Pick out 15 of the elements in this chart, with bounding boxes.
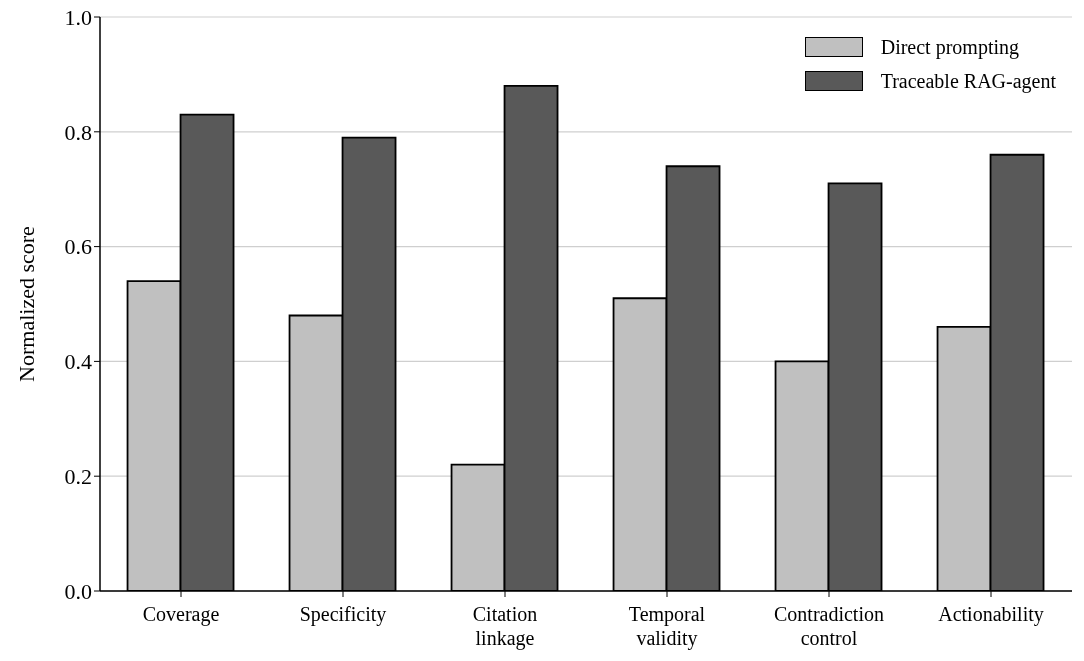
y-tick-label: 0.4 bbox=[64, 349, 92, 375]
y-axis-title: Normalized score bbox=[13, 226, 39, 382]
x-tick-label: Contradiction control bbox=[774, 603, 884, 649]
x-tick-label: Actionability bbox=[938, 603, 1044, 626]
x-tick-label: Specificity bbox=[299, 603, 387, 626]
y-tick-label: 1.0 bbox=[64, 4, 92, 30]
y-tick-label: 0.2 bbox=[64, 464, 92, 490]
y-tick-label: 0.0 bbox=[64, 578, 92, 604]
legend-label: Traceable RAG-agent bbox=[880, 69, 1056, 95]
x-tick-label: Temporal validity bbox=[628, 603, 706, 650]
x-tick-label: Coverage bbox=[142, 603, 220, 626]
y-tick-label: 0.8 bbox=[64, 119, 92, 145]
x-tick-label: Citation linkage bbox=[472, 603, 538, 650]
y-tick-label: 0.6 bbox=[64, 234, 92, 260]
legend-label: Direct prompting bbox=[880, 35, 1019, 61]
